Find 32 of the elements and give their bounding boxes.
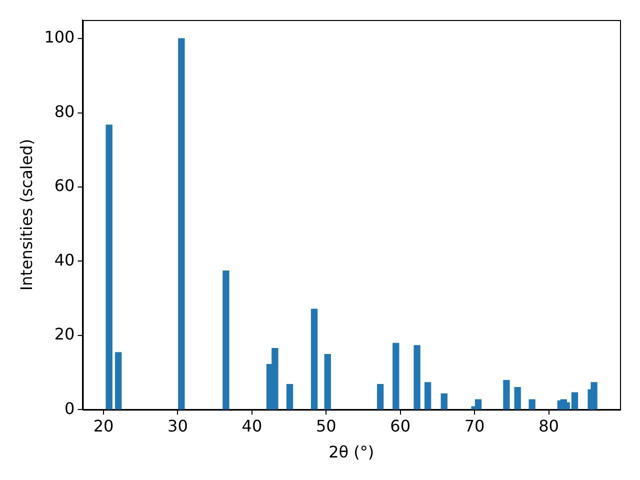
bar (392, 342, 400, 410)
bar (424, 382, 432, 410)
bar (286, 384, 294, 410)
x-tick-label: 40 (242, 416, 262, 436)
x-tick-label: 30 (168, 416, 188, 436)
bar (178, 38, 185, 410)
bar (414, 345, 420, 410)
bar (376, 384, 384, 410)
y-tick-label: 0 (64, 398, 75, 418)
bar (528, 399, 536, 410)
x-tick-label: 70 (464, 416, 485, 436)
y-tick-label: 100 (44, 28, 75, 47)
bar (474, 399, 482, 410)
bar (222, 270, 230, 410)
bar (310, 308, 318, 410)
x-tick-label: 50 (316, 416, 336, 436)
x-tick-label: 60 (390, 416, 411, 436)
bar (324, 354, 331, 410)
y-tick-label: 80 (54, 102, 75, 121)
bar (115, 352, 122, 410)
x-axis-title: 2θ (°) (328, 442, 374, 462)
bar (440, 393, 448, 410)
bar (590, 382, 598, 410)
y-tick-label: 40 (54, 250, 75, 270)
x-tick-label: 80 (538, 416, 559, 436)
bar (503, 380, 510, 410)
bar (106, 124, 112, 410)
bar (514, 387, 521, 410)
y-axis-title: Intensities (scaled) (16, 138, 36, 291)
y-tick-label: 60 (54, 176, 75, 196)
x-tick-label: 20 (93, 416, 114, 436)
y-tick-label: 20 (54, 324, 75, 344)
